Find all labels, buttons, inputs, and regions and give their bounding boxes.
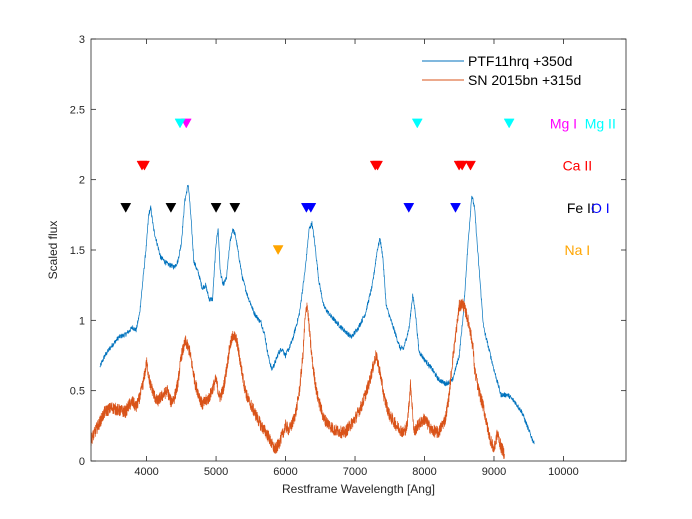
- ion-label-na-i: Na I: [565, 242, 591, 258]
- x-tick-label-6000: 6000: [273, 466, 297, 478]
- line-marker-fe-ii-0: [120, 203, 132, 213]
- x-axis-label: Restframe Wavelength [Ang]: [282, 482, 435, 496]
- series-layer: [91, 184, 535, 459]
- x-tick-label-9000: 9000: [482, 466, 506, 478]
- x-axis-ticks: 4000 5000 6000 7000 8000 9000 10000: [134, 39, 579, 478]
- ion-label-mg-i: Mg I: [550, 115, 577, 131]
- ion-label-o-i: O I: [591, 200, 610, 216]
- y-tick-label-5: 2.5: [70, 104, 85, 116]
- line-marker-fe-ii-2: [210, 203, 222, 213]
- ion-label-layer: Mg I Mg II Ca II Fe IIO I Na I: [550, 115, 616, 258]
- line-marker-na-i-0: [272, 245, 284, 256]
- line-marker-ca-ii-5: [456, 160, 468, 171]
- x-tick-label-5000: 5000: [204, 466, 228, 478]
- legend-entry-sn2015bn: SN 2015bn +315d: [468, 72, 581, 88]
- y-tick-label-2: 1: [79, 315, 85, 327]
- series-line-sn-2015bn-315d: [91, 298, 505, 459]
- y-tick-label-6: 3: [79, 34, 85, 46]
- ion-label-fe-ii: Fe II: [567, 200, 595, 216]
- line-marker-mg-ii-0: [174, 118, 186, 129]
- x-tick-label-8000: 8000: [412, 466, 436, 478]
- legend: PTF11hrq +350d SN 2015bn +315d: [422, 53, 581, 88]
- line-marker-fe-ii-1: [165, 203, 177, 213]
- y-tick-label-4: 2: [79, 175, 85, 187]
- y-tick-label-0: 0: [79, 456, 85, 468]
- ion-label-ca-ii: Ca II: [563, 158, 593, 174]
- line-marker-mg-ii-1: [411, 118, 423, 129]
- marker-layer: [120, 118, 515, 256]
- y-axis-ticks: 0 0.5 1 1.5 2 2.5 3: [70, 34, 626, 468]
- legend-entry-ptf11hrq: PTF11hrq +350d: [468, 53, 572, 69]
- line-marker-o-i-2: [403, 203, 415, 213]
- line-marker-ca-ii-3: [372, 160, 383, 171]
- y-tick-label-1: 0.5: [70, 386, 85, 398]
- ion-label-mg-ii: Mg II: [585, 115, 616, 131]
- line-marker-o-i-3: [450, 203, 461, 213]
- line-marker-fe-ii-3: [229, 203, 241, 213]
- series-line-ptf11hrq-350d: [99, 184, 535, 445]
- line-marker-mg-ii-2: [503, 118, 515, 129]
- line-marker-o-i-1: [305, 203, 317, 213]
- plot-area: Mg I Mg II Ca II Fe IIO I Na I: [91, 115, 616, 459]
- x-tick-label-4000: 4000: [134, 466, 158, 478]
- y-axis-label: Scaled flux: [46, 221, 60, 280]
- y-tick-label-3: 1.5: [70, 245, 85, 257]
- x-tick-label-7000: 7000: [343, 466, 367, 478]
- x-tick-label-10000: 10000: [548, 466, 579, 478]
- line-marker-ca-ii-1: [139, 160, 150, 171]
- line-marker-ca-ii-6: [465, 160, 476, 171]
